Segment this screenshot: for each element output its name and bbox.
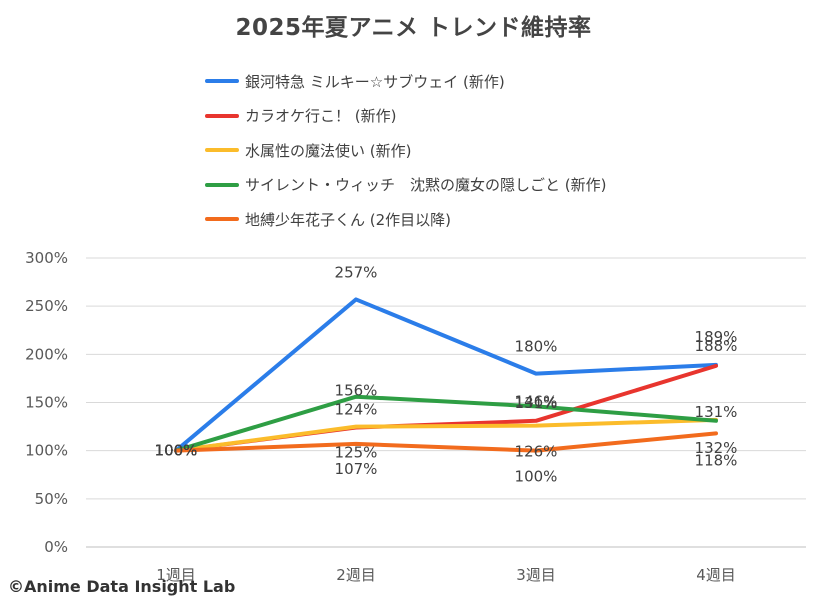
data-label: 188% [695,337,738,355]
x-tick-label: 4週目 [696,566,736,584]
series-line [174,417,718,453]
legend-swatch [205,148,239,153]
data-label: 257% [335,263,378,281]
y-tick-label: 300% [25,249,68,267]
y-tick-label: 200% [25,345,68,363]
legend-swatch [205,113,239,118]
data-label: 100% [515,468,558,486]
legend-label: サイレント・ウィッチ 沈黙の魔女の隠しごと (新作) [245,176,607,195]
y-tick-label: 100% [25,442,68,460]
data-label: 132% [695,439,738,457]
legend-label: カラオケ行こ！ (新作) [245,107,397,126]
data-label: 126% [515,443,558,461]
data-label: 131% [695,403,738,421]
legend-item: 銀河特急 ミルキー☆サブウェイ (新作) [205,64,606,99]
series-line [174,297,718,453]
data-label: 189% [695,328,738,346]
legend-item: 水属性の魔法使い (新作) [205,133,606,168]
legend-item: カラオケ行こ！ (新作) [205,99,606,134]
chart-title: 2025年夏アニメ トレンド維持率 [235,15,592,41]
chart-legend: 銀河特急 ミルキー☆サブウェイ (新作) カラオケ行こ！ (新作) 水属性の魔法… [205,64,606,237]
legend-item: 地縛少年花子くん (2作目以降) [205,202,606,237]
data-label: 180% [515,338,558,356]
data-label: 146% [515,392,558,410]
data-label: 100% [155,442,198,460]
data-label: 125% [335,444,378,462]
legend-label: 水属性の魔法使い (新作) [245,141,412,160]
legend-label: 地縛少年花子くん (2作目以降) [245,210,452,229]
x-tick-label: 3週目 [516,566,556,584]
legend-swatch [205,217,239,222]
legend-swatch [205,79,239,84]
data-label: 156% [335,382,378,400]
data-label: 124% [335,401,378,419]
y-tick-label: 0% [44,538,68,556]
data-label: 100% [155,442,198,460]
x-tick-label: 1週目 [156,566,196,584]
data-label: 131% [515,394,558,412]
legend-swatch [205,182,239,187]
series-line [174,394,718,453]
copyright-credit: ©Anime Data Insight Lab [8,577,236,596]
y-tick-label: 50% [35,490,68,508]
y-tick-label: 250% [25,297,68,315]
data-label: 100% [155,442,198,460]
legend-item: サイレント・ウィッチ 沈黙の魔女の隠しごと (新作) [205,168,606,203]
data-label: 118% [695,451,738,469]
legend-label: 銀河特急 ミルキー☆サブウェイ (新作) [245,72,505,91]
data-label: 107% [335,460,378,478]
data-label: 100% [155,442,198,460]
x-tick-label: 2週目 [336,566,376,584]
data-label: 100% [155,442,198,460]
series-line [174,431,718,453]
y-tick-label: 150% [25,394,68,412]
